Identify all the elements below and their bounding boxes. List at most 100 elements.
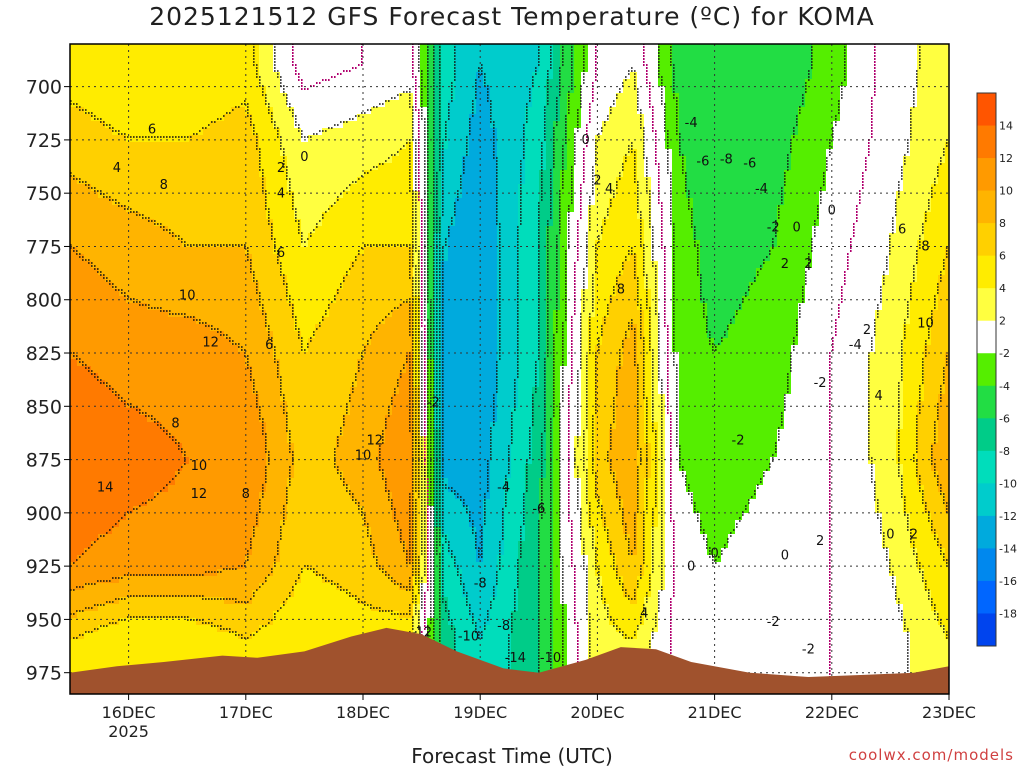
temperature-cell xyxy=(903,72,911,80)
temperature-cell xyxy=(84,191,92,199)
temperature-cell xyxy=(539,191,547,199)
temperature-cell xyxy=(777,198,785,206)
temperature-cell xyxy=(126,240,134,248)
temperature-cell xyxy=(280,170,288,178)
temperature-cell xyxy=(903,296,911,304)
temperature-cell xyxy=(623,100,631,108)
temperature-cell xyxy=(336,86,344,94)
temperature-cell xyxy=(630,233,638,241)
temperature-cell xyxy=(224,317,232,325)
temperature-cell xyxy=(875,114,883,122)
temperature-cell xyxy=(364,121,372,129)
temperature-cell xyxy=(182,317,190,325)
temperature-cell xyxy=(245,163,253,171)
temperature-cell xyxy=(301,219,309,227)
temperature-cell xyxy=(861,121,869,129)
temperature-cell xyxy=(525,156,533,164)
temperature-cell xyxy=(518,282,526,290)
temperature-cell xyxy=(343,198,351,206)
temperature-cell xyxy=(665,261,673,269)
temperature-cell xyxy=(700,121,708,129)
temperature-cell xyxy=(735,226,743,234)
temperature-cell xyxy=(770,275,778,283)
temperature-cell xyxy=(525,261,533,269)
temperature-cell xyxy=(917,163,925,171)
temperature-cell xyxy=(686,58,694,66)
temperature-cell xyxy=(84,275,92,283)
temperature-cell xyxy=(798,205,806,213)
temperature-cell xyxy=(455,275,463,283)
temperature-cell xyxy=(910,44,918,52)
temperature-cell xyxy=(672,254,680,262)
temperature-cell xyxy=(868,240,876,248)
temperature-cell xyxy=(315,240,323,248)
temperature-cell xyxy=(700,177,708,185)
temperature-cell xyxy=(483,212,491,220)
temperature-cell xyxy=(133,163,141,171)
temperature-cell xyxy=(805,198,813,206)
temperature-cell xyxy=(161,303,169,311)
temperature-cell xyxy=(196,254,204,262)
temperature-cell xyxy=(455,107,463,115)
temperature-cell xyxy=(98,65,106,73)
temperature-cell xyxy=(840,156,848,164)
temperature-cell xyxy=(224,142,232,150)
temperature-cell xyxy=(322,177,330,185)
temperature-cell xyxy=(875,107,883,115)
temperature-cell xyxy=(910,86,918,94)
temperature-cell xyxy=(448,86,456,94)
temperature-cell xyxy=(931,51,939,59)
temperature-cell xyxy=(623,296,631,304)
temperature-cell xyxy=(721,212,729,220)
temperature-cell xyxy=(714,149,722,157)
temperature-cell xyxy=(574,58,582,66)
temperature-cell xyxy=(259,233,267,241)
temperature-cell xyxy=(756,170,764,178)
temperature-cell xyxy=(812,191,820,199)
temperature-cell xyxy=(455,226,463,234)
temperature-cell xyxy=(595,170,603,178)
temperature-cell xyxy=(77,44,85,52)
temperature-cell xyxy=(490,212,498,220)
temperature-cell xyxy=(742,72,750,80)
temperature-cell xyxy=(154,156,162,164)
temperature-cell xyxy=(868,114,876,122)
temperature-cell xyxy=(280,142,288,150)
temperature-cell xyxy=(560,93,568,101)
temperature-cell xyxy=(861,100,869,108)
temperature-cell xyxy=(518,135,526,143)
temperature-cell xyxy=(819,205,827,213)
temperature-cell xyxy=(140,289,148,297)
temperature-cell xyxy=(77,289,85,297)
temperature-cell xyxy=(336,72,344,80)
temperature-cell xyxy=(630,247,638,255)
temperature-cell xyxy=(140,135,148,143)
temperature-cell xyxy=(763,177,771,185)
temperature-cell xyxy=(364,135,372,143)
temperature-cell xyxy=(189,289,197,297)
temperature-cell xyxy=(399,261,407,269)
temperature-cell xyxy=(567,170,575,178)
temperature-cell xyxy=(868,212,876,220)
temperature-cell xyxy=(707,44,715,52)
temperature-cell xyxy=(882,100,890,108)
temperature-cell xyxy=(679,268,687,276)
temperature-cell xyxy=(630,303,638,311)
temperature-cell xyxy=(406,79,414,87)
temperature-cell xyxy=(504,247,512,255)
temperature-cell xyxy=(763,65,771,73)
temperature-cell xyxy=(819,282,827,290)
temperature-cell xyxy=(581,233,589,241)
temperature-cell xyxy=(560,226,568,234)
temperature-cell xyxy=(742,212,750,220)
temperature-cell xyxy=(434,219,442,227)
temperature-cell xyxy=(224,254,232,262)
temperature-cell xyxy=(238,163,246,171)
temperature-cell xyxy=(448,191,456,199)
temperature-cell xyxy=(490,58,498,66)
temperature-cell xyxy=(644,44,652,52)
temperature-cell xyxy=(70,170,78,178)
temperature-cell xyxy=(98,317,106,325)
temperature-cell xyxy=(147,303,155,311)
temperature-cell xyxy=(805,240,813,248)
